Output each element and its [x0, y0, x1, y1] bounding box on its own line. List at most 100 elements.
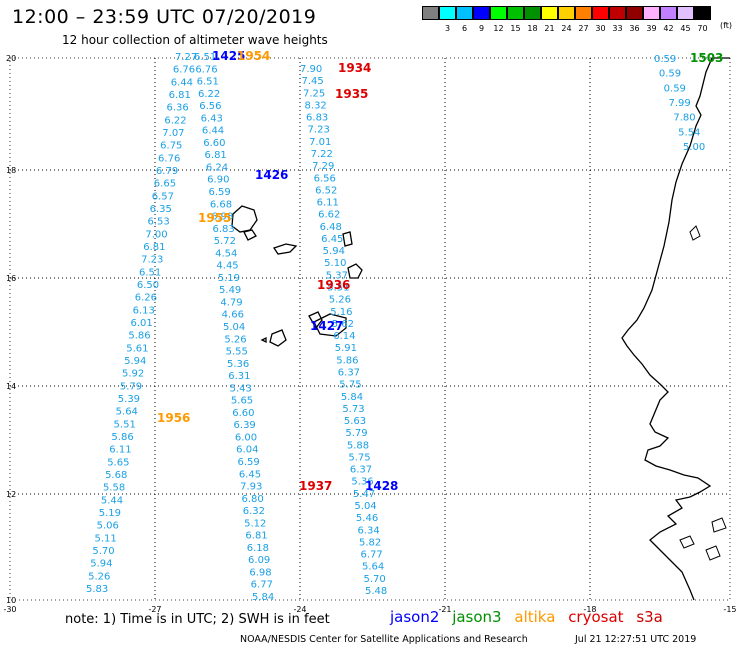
legend-swatch — [541, 6, 558, 20]
wave-height-value: 6.90 — [207, 175, 229, 186]
wave-height-value: 6.52 — [315, 185, 337, 196]
wave-height-value: 6.77 — [251, 580, 273, 591]
wave-height-value: 5.64 — [116, 407, 138, 418]
wave-height-value: 5.16 — [330, 307, 352, 318]
legend-swatch — [575, 6, 592, 20]
wave-height-value: 6.26 — [135, 293, 157, 304]
wave-height-value: 8.32 — [305, 100, 327, 111]
wave-height-value: 5.86 — [111, 432, 133, 443]
pass-time-label: 1503 — [690, 51, 723, 65]
wave-height-value: 5.92 — [122, 369, 144, 380]
wave-height-value: 5.46 — [356, 513, 378, 524]
wave-height-value: 5.79 — [120, 381, 142, 392]
wave-height-value: 5.04 — [223, 322, 245, 333]
wave-height-value: 6.83 — [306, 113, 328, 124]
wave-height-value: 6.76 — [173, 65, 195, 76]
wave-height-value: 7.23 — [308, 125, 330, 136]
wave-height-value: 5.88 — [347, 440, 369, 451]
legend-label: 42 — [663, 24, 674, 33]
coast-detail — [689, 225, 701, 241]
wave-height-value: 6.68 — [210, 199, 232, 210]
y-tick-label: 12 — [6, 490, 16, 499]
footer-note: note: 1) Time is in UTC; 2) SWH is in fe… — [65, 612, 330, 627]
wave-height-value: 6.24 — [206, 162, 228, 173]
wave-height-value: 5.26 — [329, 295, 351, 306]
wave-height-value: 6.45 — [239, 469, 261, 480]
wave-height-value: 6.76 — [158, 153, 180, 164]
sat-jason2: jason2 — [390, 608, 440, 626]
pass-time-label: 1427 — [310, 319, 343, 333]
wave-height-value: 6.75 — [160, 141, 182, 152]
wave-height-value: 5.26 — [224, 334, 246, 345]
wave-height-value: 5.70 — [92, 546, 114, 557]
wave-height-value: 6.77 — [360, 550, 382, 561]
island-maio — [308, 311, 323, 330]
map-frame — [9, 57, 731, 601]
wave-height-value: 6.81 — [169, 90, 191, 101]
wave-height-value: 6.01 — [131, 318, 153, 329]
wave-height-value: 5.75 — [339, 380, 361, 391]
wave-height-value: 6.18 — [247, 543, 269, 554]
legend-label: 30 — [595, 24, 606, 33]
wave-height-value: 6.60 — [232, 408, 254, 419]
x-tick-label: -21 — [438, 605, 451, 614]
wave-height-value: 5.06 — [97, 521, 119, 532]
wave-height-value: 5.86 — [336, 355, 358, 366]
pass-time-label: 1956 — [157, 411, 190, 425]
legend-label: 39 — [646, 24, 657, 33]
wave-height-value: 6.62 — [318, 210, 340, 221]
wave-height-value: 7.99 — [669, 98, 691, 109]
wave-height-value: 6.22 — [198, 89, 220, 100]
wave-height-value: 6.57 — [152, 191, 174, 202]
altimeter-tracks: 7.276.766.446.816.366.227.076.756.766.79… — [86, 52, 705, 603]
wave-height-value: 6.32 — [243, 506, 265, 517]
wave-height-value: 5.94 — [323, 246, 345, 257]
wave-height-value: 6.76 — [195, 64, 217, 75]
legend-swatch — [473, 6, 490, 20]
wave-height-value: 6.31 — [228, 371, 250, 382]
x-tick-label: -27 — [148, 605, 161, 614]
wave-height-value: 6.51 — [139, 267, 161, 278]
wave-height-value: 6.44 — [202, 126, 224, 137]
wave-height-value: 5.72 — [214, 236, 236, 247]
wave-height-value: 5.91 — [335, 343, 357, 354]
wave-height-value: 5.12 — [244, 518, 266, 529]
pass-time-label: 1937 — [299, 479, 332, 493]
wave-height-value: 6.37 — [338, 367, 360, 378]
wave-height-value: 5.82 — [359, 537, 381, 548]
legend-swatch — [677, 6, 694, 20]
wave-height-value: 6.34 — [357, 525, 379, 536]
wave-height-value: 5.83 — [86, 584, 108, 595]
sat-altika: altika — [514, 608, 556, 626]
wave-height-value: 6.56 — [199, 101, 221, 112]
wave-height-value: 5.48 — [365, 586, 387, 597]
legend-swatch — [592, 6, 609, 20]
wave-height-value: 7.23 — [141, 255, 163, 266]
legend-label: 12 — [493, 24, 504, 33]
wave-height-value: 6.13 — [133, 305, 155, 316]
wave-height-value: 4.66 — [222, 310, 244, 321]
coast-detail — [711, 517, 727, 533]
wave-height-value: 7.07 — [162, 128, 184, 139]
wave-height-value: 6.44 — [171, 77, 193, 88]
wave-height-value: 5.55 — [226, 347, 248, 358]
wave-height-value: 5.94 — [90, 559, 112, 570]
pass-time-label: 1935 — [335, 87, 368, 101]
pass-time-label: 1936 — [317, 278, 350, 292]
wave-height-value: 5.79 — [345, 428, 367, 439]
legend-swatch — [660, 6, 677, 20]
map-grid — [10, 58, 730, 600]
wave-height-value: 5.73 — [342, 404, 364, 415]
wave-height-value: 5.36 — [351, 477, 373, 488]
wave-height-value: 6.11 — [317, 198, 339, 209]
wave-height-value: 6.51 — [194, 52, 216, 63]
island-sao-nicolau — [272, 243, 298, 255]
island-santiago — [313, 313, 347, 337]
legend-label: 6 — [461, 24, 468, 33]
wave-height-value: 6.81 — [245, 531, 267, 542]
wave-height-value: 6.39 — [234, 420, 256, 431]
legend-label: 21 — [544, 24, 555, 33]
wave-height-value: 5.84 — [341, 392, 363, 403]
